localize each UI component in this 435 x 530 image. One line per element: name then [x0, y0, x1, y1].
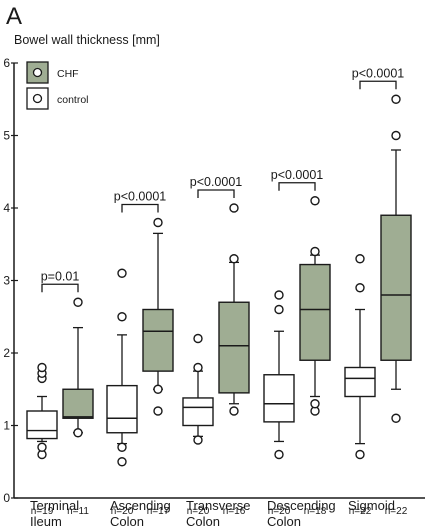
panel-letter: A — [6, 3, 22, 30]
y-tick-label: 0 — [3, 491, 10, 505]
box-chf-2: n=17 — [142, 217, 174, 517]
legend-marker-control — [32, 93, 43, 104]
outlier-point — [73, 428, 83, 438]
y-axis: 0 1 2 3 4 5 6 — [3, 56, 425, 505]
outlier-point — [37, 442, 47, 452]
group-label-line2: Colon — [267, 514, 301, 529]
iqr-box — [62, 388, 94, 419]
box-chf-4: n=18 — [299, 196, 331, 517]
outlier-point — [117, 312, 127, 322]
sample-size-label: n=20 — [187, 506, 210, 517]
sample-size-label: n=11 — [67, 506, 89, 517]
significance-bracket — [278, 182, 316, 191]
outlier-point — [229, 406, 239, 416]
iqr-box — [263, 374, 295, 423]
iqr-box — [106, 384, 138, 434]
significance-label: p=0.01 — [41, 269, 80, 283]
significance-bracket — [41, 283, 79, 293]
group-label-line2: Colon — [110, 514, 144, 529]
legend: CHF control — [26, 61, 89, 110]
y-tick-label: 2 — [3, 346, 10, 360]
legend-label-control: control — [57, 94, 89, 106]
outlier-point — [37, 362, 47, 373]
iqr-box — [26, 410, 58, 440]
sample-size-label: n=17 — [147, 506, 170, 517]
outlier-point — [117, 457, 127, 467]
sample-size-label: n=19 — [31, 506, 54, 517]
group-label-line1: Terminal — [30, 498, 79, 513]
iqr-box — [299, 263, 331, 361]
outlier-point — [229, 254, 239, 264]
outlier-point — [73, 297, 83, 307]
y-axis-label: Bowel wall thickness [mm] — [14, 33, 160, 47]
legend-marker-chf — [32, 67, 43, 78]
group-label-line1: Sigmoid — [348, 498, 395, 513]
sample-size-label: n=20 — [111, 506, 134, 517]
sample-size-label: n=20 — [268, 506, 291, 517]
significance-label: p<0.0001 — [352, 66, 405, 80]
outlier-point — [153, 217, 163, 228]
sample-size-label: n=16 — [223, 506, 246, 517]
outlier-point — [355, 254, 365, 264]
outlier-point — [391, 94, 401, 104]
outlier-point — [310, 399, 320, 409]
sample-size-label: n=22 — [349, 506, 372, 517]
outlier-point — [391, 413, 401, 423]
sample-size-label: n=22 — [385, 506, 408, 517]
y-tick-label: 3 — [3, 274, 10, 288]
significance-bracket — [197, 189, 235, 198]
y-tick-label: 6 — [3, 56, 10, 70]
outlier-point — [153, 384, 163, 394]
significance-bracket — [359, 80, 397, 90]
group-label-line2: Ileum — [30, 514, 62, 529]
outlier-point — [355, 283, 365, 293]
outlier-point — [310, 246, 320, 257]
iqr-box — [344, 366, 376, 398]
iqr-box — [218, 301, 250, 394]
significance-label: p<0.0001 — [190, 175, 243, 189]
box-chf-1: n=11 — [62, 297, 94, 517]
box-control-4: n=20 — [263, 290, 295, 517]
significance-label: p<0.0001 — [114, 190, 167, 204]
outlier-point — [310, 196, 320, 206]
outlier-point — [229, 203, 239, 213]
outlier-point — [274, 304, 284, 315]
iqr-box — [142, 308, 174, 372]
significance-label: p<0.0001 — [271, 168, 324, 182]
box-control-3: n=20 — [182, 333, 214, 517]
box-control-1: n=19 — [26, 362, 58, 517]
group-label-line1: Ascending — [110, 498, 171, 513]
y-tick-label: 5 — [3, 129, 10, 143]
y-tick-label: 1 — [3, 419, 10, 433]
group-label-line1: Descending — [267, 498, 336, 513]
outlier-point — [391, 130, 401, 141]
sample-size-label: n=18 — [304, 506, 327, 517]
box-chf-3: n=16 — [218, 203, 250, 517]
outlier-point — [193, 362, 203, 373]
significance-bracket — [121, 203, 159, 213]
legend-label-chf: CHF — [57, 68, 79, 80]
box-control-5: n=22 — [344, 254, 376, 517]
box-chf-5: n=22 — [380, 94, 412, 517]
iqr-box — [380, 214, 412, 361]
outlier-point — [117, 268, 127, 278]
iqr-box — [182, 397, 214, 427]
outlier-point — [274, 449, 284, 460]
group-label-line2: Colon — [186, 514, 220, 529]
group-label-line1: Transverse — [186, 498, 251, 513]
outlier-point — [193, 333, 203, 344]
outlier-point — [117, 442, 127, 452]
box-control-2: n=20 — [106, 268, 138, 517]
outlier-point — [153, 406, 163, 416]
outlier-point — [193, 435, 203, 445]
outlier-point — [274, 290, 284, 300]
y-tick-label: 4 — [3, 201, 10, 215]
outlier-point — [355, 449, 365, 460]
